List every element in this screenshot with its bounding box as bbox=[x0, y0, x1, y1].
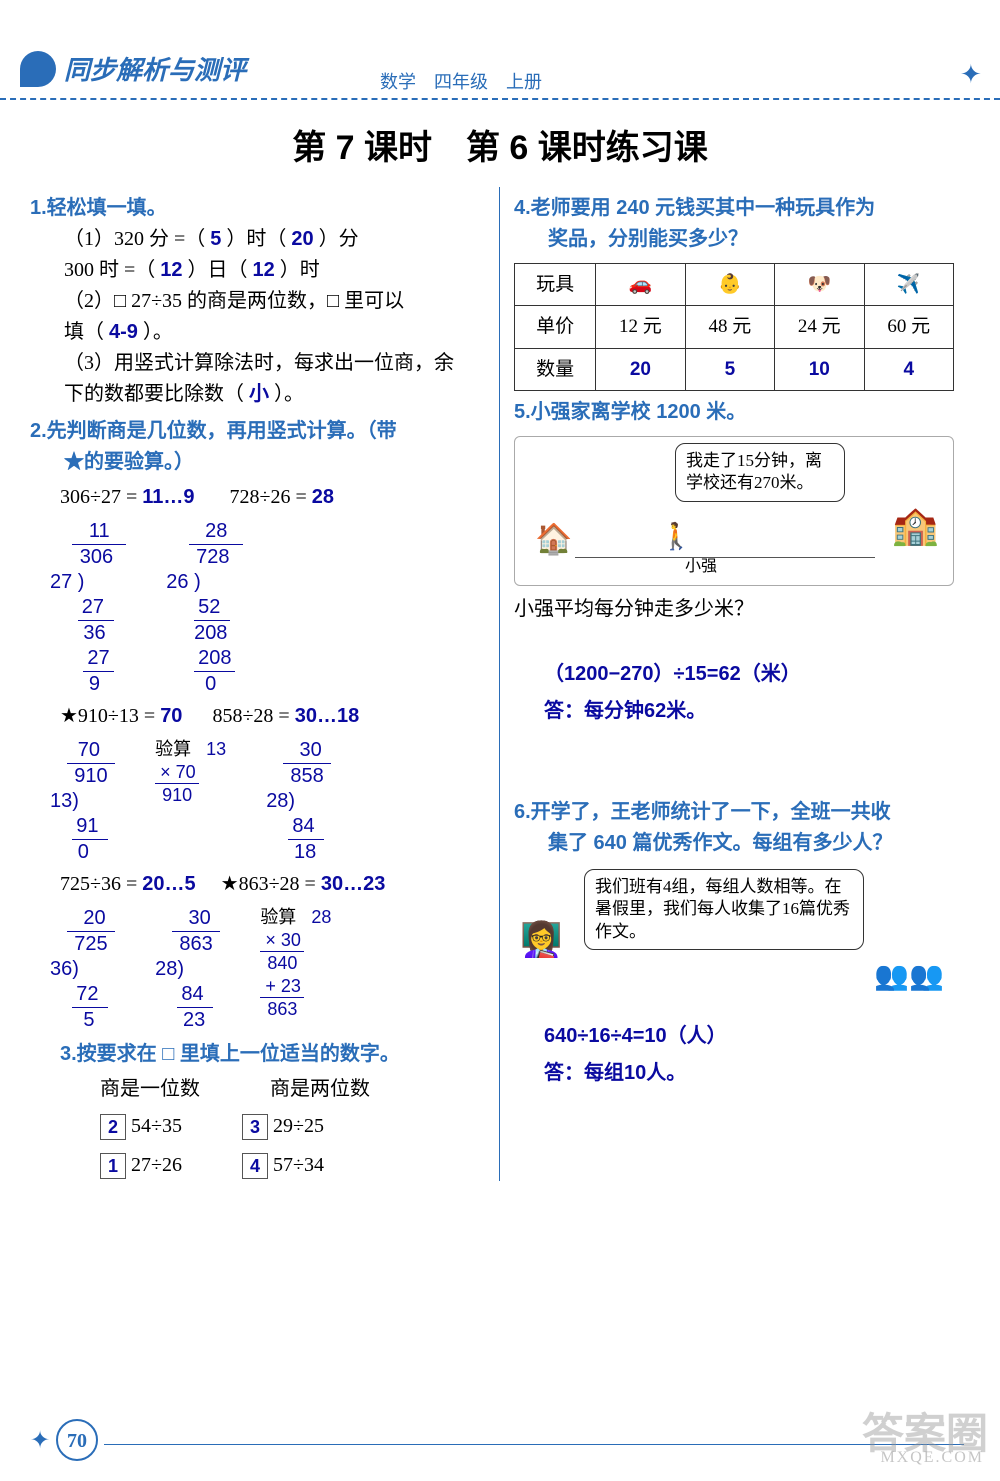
q1-ans3: 12 bbox=[160, 259, 182, 281]
left-column: 1.轻松填一填。 （1）320 分 =（ 5 ）时（ 20 ）分 300 时 =… bbox=[30, 187, 500, 1181]
row-head-price: 单价 bbox=[515, 306, 596, 348]
q3-heading: 3.按要求在 □ 里填上一位适当的数字。 bbox=[60, 1039, 487, 1070]
q5-scene: 我走了15分钟，离学校还有270米。 🏠 🚶 小强 🏫 bbox=[514, 436, 954, 586]
page-footer: ✦ 70 答案圈 MXQE.COM bbox=[0, 1419, 1000, 1469]
series-logo: 同步解析与测评 bbox=[20, 50, 246, 87]
q1-ans1: 5 bbox=[210, 228, 221, 250]
q1-line3b: 填（ 4-9 ）。 bbox=[64, 317, 487, 348]
q3-col1-head: 商是一位数 bbox=[100, 1074, 200, 1105]
main-columns: 1.轻松填一填。 （1）320 分 =（ 5 ）时（ 20 ）分 300 时 =… bbox=[0, 187, 1000, 1181]
q6-heading2: 集了 640 篇优秀作文。每组有多少人？ bbox=[514, 828, 970, 859]
q1-ans6: 小 bbox=[249, 383, 269, 405]
q1-ans4: 12 bbox=[253, 259, 275, 281]
longdiv-725-36: 20 725 36) 72 5 bbox=[50, 906, 115, 1033]
students-icon: 👥👥 bbox=[874, 955, 944, 998]
toy-dog-icon: 🐶 bbox=[775, 264, 864, 306]
q1-line1: （1）320 分 =（ 5 ）时（ 20 ）分 bbox=[64, 224, 487, 255]
q1-line3: （2）□ 27÷35 的商是两位数，□ 里可以 bbox=[64, 286, 487, 317]
q5-ask: 小强平均每分钟走多少米？ bbox=[514, 594, 970, 625]
school-icon: 🏫 bbox=[892, 497, 939, 556]
q6-speech-bubble: 我们班有4组，每组人数相等。在暑假里，我们每人收集了16篇优秀作文。 bbox=[584, 869, 864, 949]
q6-heading: 6.开学了，王老师统计了一下，全班一共收 bbox=[514, 797, 970, 828]
longdiv-858-28: 30 858 28) 84 18 bbox=[266, 738, 331, 865]
q1-ans2: 20 bbox=[291, 228, 313, 250]
q4-table: 玩具 🚗 👶 🐶 ✈️ 单价 12 元 48 元 24 元 60 元 数量 20… bbox=[514, 263, 954, 391]
q3-box2: 3 bbox=[242, 1114, 268, 1140]
subject-grade: 数学 四年级 上册 bbox=[380, 68, 542, 94]
q3-box3: 1 bbox=[100, 1153, 126, 1179]
q5-ans: 答：每分钟62米。 bbox=[544, 696, 970, 727]
q4-heading2: 奖品，分别能买多少？ bbox=[514, 224, 970, 255]
toy-car-icon: 🚗 bbox=[596, 264, 685, 306]
q1-heading: 1.轻松填一填。 bbox=[30, 193, 487, 224]
footer-line bbox=[104, 1444, 964, 1445]
table-row: 单价 12 元 48 元 24 元 60 元 bbox=[515, 306, 954, 348]
q3-row2: 1 27÷26 4 57÷34 bbox=[100, 1150, 487, 1181]
q1-line4b: 下的数都要比除数（ 小 ）。 bbox=[64, 379, 487, 410]
q1-body: （1）320 分 =（ 5 ）时（ 20 ）分 300 时 =（ 12 ）日（ … bbox=[30, 224, 487, 410]
q1-line4: （3）用竖式计算除法时，每求出一位商，余 bbox=[64, 348, 487, 379]
q2-work-row2: 70 910 13) 91 0 验算 13 × 70 910 30 858 28… bbox=[50, 738, 487, 865]
longdiv-728-26: 28 728 26 ) 52 208 208 0 bbox=[166, 519, 242, 697]
q6-ans: 答：每组10人。 bbox=[544, 1058, 970, 1089]
q5-name: 小强 bbox=[685, 555, 717, 580]
q3-box4: 4 bbox=[242, 1153, 268, 1179]
series-title: 同步解析与测评 bbox=[64, 50, 246, 87]
toy-plane-icon: ✈️ bbox=[864, 264, 953, 306]
house-icon: 🏠 bbox=[535, 517, 572, 564]
q2-work-row1: 11 306 27 ) 27 36 27 9 28 728 26 ) 52 20… bbox=[50, 519, 487, 697]
table-row: 数量 20 5 10 4 bbox=[515, 348, 954, 390]
corner-decor-icon: ✦ bbox=[960, 60, 980, 90]
q1-line2: 300 时 =（ 12 ）日（ 12 ）时 bbox=[64, 255, 487, 286]
q4-heading: 4.老师要用 240 元钱买其中一种玩具作为 bbox=[514, 193, 970, 224]
row-head-toy: 玩具 bbox=[515, 264, 596, 306]
page-number: 70 bbox=[56, 1419, 98, 1461]
longdiv-306-27: 11 306 27 ) 27 36 27 9 bbox=[50, 519, 126, 697]
verify-863: 验算 28 × 30 840 + 23 863 bbox=[260, 906, 331, 1021]
table-row: 玩具 🚗 👶 🐶 ✈️ bbox=[515, 264, 954, 306]
q3-box1: 2 bbox=[100, 1114, 126, 1140]
right-column: 4.老师要用 240 元钱买其中一种玩具作为 奖品，分别能买多少？ 玩具 🚗 👶… bbox=[500, 187, 970, 1181]
teacher-icon: 👩‍🏫 bbox=[520, 915, 562, 968]
q2-row1: 306÷27 = 11…9 728÷26 = 28 bbox=[60, 482, 487, 513]
q5-speech-bubble: 我走了15分钟，离学校还有270米。 bbox=[675, 443, 845, 501]
road-line bbox=[575, 557, 875, 558]
longdiv-910-13: 70 910 13) 91 0 bbox=[50, 738, 115, 865]
longdiv-863-28: 30 863 28) 84 23 bbox=[155, 906, 220, 1033]
q3-row1: 2 54÷35 3 29÷25 bbox=[100, 1111, 487, 1142]
q6-scene: 👩‍🏫 我们班有4组，每组人数相等。在暑假里，我们每人收集了16篇优秀作文。 👥… bbox=[514, 865, 954, 1015]
q3-cols: 商是一位数 商是两位数 bbox=[100, 1074, 487, 1105]
lesson-title: 第 7 课时 第 6 课时练习课 bbox=[0, 120, 1000, 169]
q6-calc: 640÷16÷4=10（人） bbox=[544, 1021, 970, 1052]
q2-row2: ★910÷13 = 70 858÷28 = 30…18 bbox=[60, 701, 487, 732]
q2-heading: 2.先判断商是几位数，再用竖式计算。（带 bbox=[30, 416, 487, 447]
watermark-url: MXQE.COM bbox=[880, 1449, 984, 1467]
q5-calc: （1200−270）÷15=62（米） bbox=[544, 659, 970, 690]
q3-col2-head: 商是两位数 bbox=[270, 1074, 370, 1105]
logo-icon bbox=[20, 51, 56, 87]
q2-heading2: ★的要验算。） bbox=[30, 447, 487, 478]
q1-ans5: 4-9 bbox=[109, 321, 138, 343]
q5-heading: 5.小强家离学校 1200 米。 bbox=[514, 397, 970, 428]
row-head-qty: 数量 bbox=[515, 348, 596, 390]
q2-work-row3: 20 725 36) 72 5 30 863 28) 84 23 验算 28 ×… bbox=[50, 906, 487, 1033]
page-header: 同步解析与测评 数学 四年级 上册 ✦ bbox=[0, 0, 1000, 100]
footer-decor-icon: ✦ bbox=[30, 1426, 50, 1455]
verify-910: 验算 13 × 70 910 bbox=[155, 738, 226, 807]
toy-doll-icon: 👶 bbox=[685, 264, 774, 306]
q2-row3: 725÷36 = 20…5 ★863÷28 = 30…23 bbox=[60, 869, 487, 900]
boy-icon: 🚶 bbox=[660, 517, 692, 557]
